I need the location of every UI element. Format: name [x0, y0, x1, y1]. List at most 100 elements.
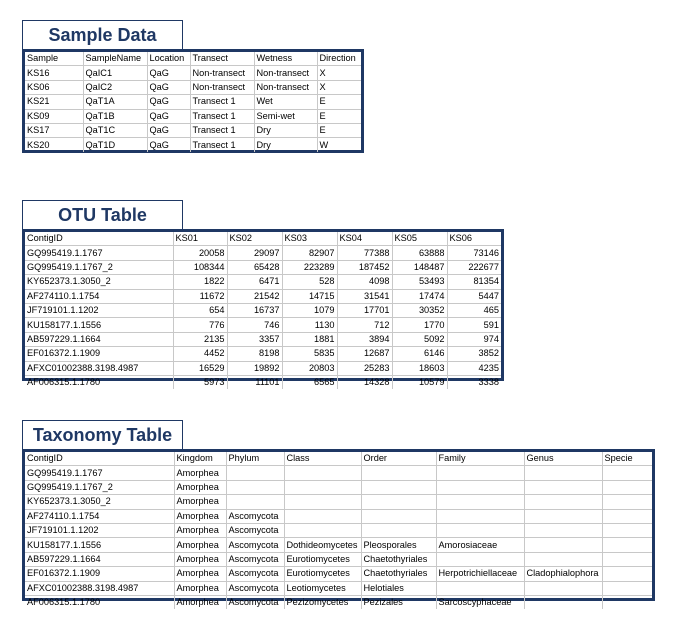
header-row: ContigID KS01 KS02 KS03 KS04 KS05 KS06: [25, 232, 501, 247]
table-cell: GQ995419.1.1767_2: [25, 259, 174, 276]
table-row: AF006315.1.1780 5973 11101 6565 14328 10579 33…: [25, 374, 501, 390]
table-cell: 1770: [391, 317, 448, 333]
table-cell: 108344: [172, 259, 228, 276]
table-row: KS17 QaT1C QaG Transect 1 Dry E: [25, 122, 361, 139]
table-cell: Transect 1: [189, 94, 255, 110]
table-cell: [601, 537, 652, 553]
column-header: Sample: [25, 52, 84, 67]
table-cell: Non-transect: [253, 65, 318, 81]
table-row: GQ995419.1.1767_2 Amorphea: [25, 479, 652, 496]
table-cell: GQ995419.1.1767: [25, 245, 174, 261]
table-cell: Transect 1: [189, 108, 255, 124]
table-cell: [283, 508, 362, 524]
column-header: KS05: [391, 232, 448, 247]
table-cell: Eurotiomycetes: [283, 551, 362, 568]
table-row: KS06 QaIC2 QaG Non-transect Non-transect X: [25, 79, 361, 96]
column-header: Wetness: [253, 52, 318, 67]
table-cell: KS17: [25, 122, 84, 139]
sample-data-title: Sample Data: [22, 20, 183, 50]
table-cell: KU158177.1.1556: [25, 317, 174, 333]
table-cell: [435, 479, 525, 496]
table-cell: Ascomycota: [225, 551, 285, 568]
table-row: GQ995419.1.1767_2 108344 65428 223289 187452…: [25, 259, 501, 276]
table-cell: KS20: [25, 137, 84, 152]
header-row: ContigID Kingdom Phylum Class Order Family Gen…: [25, 452, 652, 467]
table-cell: 3338: [446, 374, 501, 390]
table-cell: QaT1D: [82, 137, 148, 152]
table-cell: 222677: [446, 259, 501, 276]
column-header: KS02: [226, 232, 283, 247]
table-cell: QaG: [146, 137, 191, 152]
column-header: Phylum: [225, 452, 285, 467]
table-cell: Pezizomycetes: [283, 594, 362, 610]
table-cell: 81354: [446, 274, 501, 290]
table-cell: 19892: [226, 360, 283, 376]
taxonomy-table: ContigID Kingdom Phylum Class Order Family Gen…: [22, 449, 655, 610]
table-cell: 73146: [446, 245, 501, 261]
table-row: EF016372.1.1909 4452 8198 5835 12687 6146 3852: [25, 346, 501, 362]
table-cell: QaT1B: [82, 108, 148, 124]
table-cell: Non-transect: [189, 79, 255, 96]
table-cell: 12687: [336, 346, 393, 362]
table-cell: [523, 479, 603, 496]
table-cell: [523, 494, 603, 510]
table-cell: 4098: [336, 274, 393, 290]
table-row: AFXC01002388.3198.4987 16529 19892 20803 252…: [25, 360, 501, 376]
table-cell: 10579: [391, 374, 448, 390]
table-cell: KS06: [25, 79, 84, 96]
table-cell: [601, 479, 652, 496]
table-cell: Amorphea: [173, 479, 227, 496]
table-cell: Sarcoscyphaceae: [435, 594, 525, 610]
table-cell: [435, 551, 525, 568]
table-cell: 654: [172, 302, 228, 319]
table-cell: 21542: [226, 288, 283, 304]
table-cell: 11101: [226, 374, 283, 390]
table-cell: AFXC01002388.3198.4987: [25, 360, 174, 376]
table-cell: 25283: [336, 360, 393, 376]
otu-table-grid: ContigID KS01 KS02 KS03 KS04 KS05 KS06 GQ995419…: [25, 232, 501, 390]
table-cell: [523, 580, 603, 596]
table-cell: KY652373.1.3050_2: [25, 274, 174, 290]
table-cell: 1130: [281, 317, 338, 333]
table-cell: Amorphea: [173, 594, 227, 610]
table-cell: Amorphea: [173, 537, 227, 553]
table-cell: 63888: [391, 245, 448, 261]
table-cell: 20803: [281, 360, 338, 376]
table-cell: [523, 508, 603, 524]
table-cell: EF016372.1.1909: [25, 566, 175, 582]
table-cell: [523, 551, 603, 568]
table-cell: KS09: [25, 108, 84, 124]
table-row: AFXC01002388.3198.4987 Amorphea Ascomycota…: [25, 580, 652, 596]
table-cell: Transect 1: [189, 122, 255, 139]
table-cell: QaG: [146, 94, 191, 110]
table-cell: [360, 508, 437, 524]
table-cell: Ascomycota: [225, 566, 285, 582]
table-cell: 776: [172, 317, 228, 333]
table-cell: 5973: [172, 374, 228, 390]
otu-table: ContigID KS01 KS02 KS03 KS04 KS05 KS06 GQ995419…: [22, 229, 504, 390]
table-cell: [283, 522, 362, 539]
table-cell: 5835: [281, 346, 338, 362]
otu-table-title: OTU Table: [22, 200, 183, 230]
table-cell: Chaetothyriales: [360, 566, 437, 582]
table-cell: 712: [336, 317, 393, 333]
table-cell: E: [316, 108, 361, 124]
table-cell: 11672: [172, 288, 228, 304]
table-cell: Ascomycota: [225, 594, 285, 610]
table-cell: [360, 522, 437, 539]
table-cell: 8198: [226, 346, 283, 362]
table-cell: 82907: [281, 245, 338, 261]
table-cell: 14328: [336, 374, 393, 390]
table-cell: Dry: [253, 137, 318, 152]
column-header: Transect: [189, 52, 255, 67]
column-header: Kingdom: [173, 452, 227, 467]
table-cell: Amorphea: [173, 580, 227, 596]
table-cell: 3357: [226, 331, 283, 348]
column-header: KS06: [446, 232, 501, 247]
table-cell: Non-transect: [253, 79, 318, 96]
table-row: AB597229.1.1664 Amorphea Ascomycota Eurotio…: [25, 551, 652, 568]
table-cell: [360, 479, 437, 496]
table-cell: QaIC2: [82, 79, 148, 96]
table-cell: Ascomycota: [225, 508, 285, 524]
table-cell: QaG: [146, 65, 191, 81]
